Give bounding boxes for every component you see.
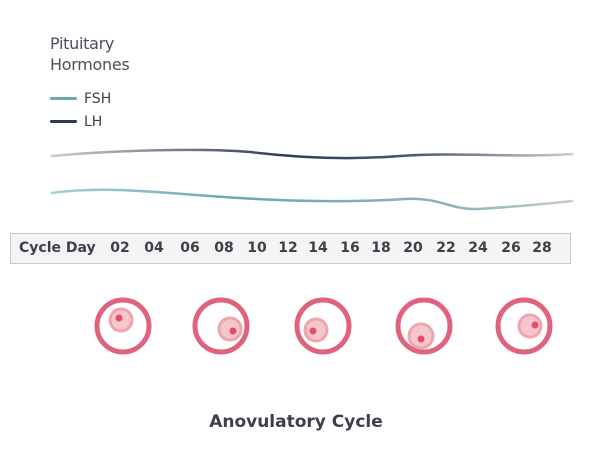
follicle-4 (395, 297, 453, 355)
axis-label: Cycle Day (19, 240, 96, 256)
tick-14: 14 (308, 240, 328, 256)
cycle-day-axis: Cycle Day 02 04 06 08 10 12 14 16 18 20 … (10, 233, 571, 264)
legend-item-fsh: FSH (50, 87, 111, 110)
tick-06: 06 (180, 240, 200, 256)
legend-label-fsh: FSH (84, 90, 112, 107)
tick-18: 18 (371, 240, 391, 256)
tick-28: 28 (532, 240, 552, 256)
cycle-caption: Anovulatory Cycle (209, 412, 383, 432)
chart-title: Pituitary Hormones (50, 33, 130, 75)
follicle-2 (192, 297, 250, 355)
tick-22: 22 (436, 240, 456, 256)
lh-line (50, 148, 574, 160)
tick-24: 24 (468, 240, 488, 256)
follicle-3 (294, 297, 352, 355)
legend: FSH LH (50, 87, 111, 133)
follicle-5 (495, 297, 553, 355)
fsh-line (50, 188, 574, 211)
tick-04: 04 (144, 240, 164, 256)
title-line-1: Pituitary (50, 34, 115, 53)
legend-label-lh: LH (84, 113, 103, 130)
follicle-1 (94, 297, 152, 355)
fsh-swatch (50, 97, 77, 100)
tick-10: 10 (247, 240, 267, 256)
tick-20: 20 (403, 240, 423, 256)
lh-swatch (50, 120, 77, 123)
title-line-2: Hormones (50, 55, 130, 74)
legend-item-lh: LH (50, 110, 111, 133)
tick-26: 26 (501, 240, 521, 256)
tick-02: 02 (110, 240, 130, 256)
tick-08: 08 (214, 240, 234, 256)
tick-16: 16 (340, 240, 360, 256)
tick-12: 12 (278, 240, 298, 256)
